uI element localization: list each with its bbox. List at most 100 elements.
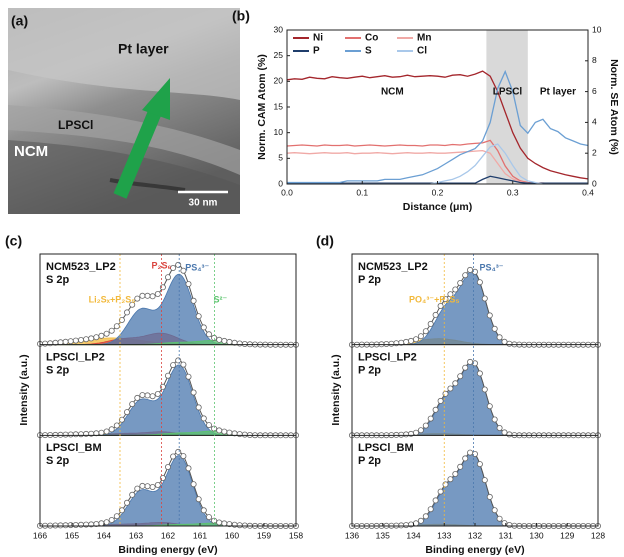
data-point (104, 429, 109, 434)
data-point (507, 522, 512, 527)
data-point (63, 523, 68, 528)
data-point (222, 429, 227, 434)
data-point (63, 339, 68, 344)
data-point (463, 273, 468, 278)
data-point (237, 341, 242, 346)
data-point (145, 293, 150, 298)
annotation: NCM (381, 87, 404, 98)
data-point (433, 498, 438, 503)
tem-image: (a) Pt layer LPSCl NCM 30 nm (8, 8, 240, 214)
data-point (423, 329, 428, 334)
data-point (109, 517, 114, 522)
series-line (287, 144, 588, 184)
data-point (114, 423, 119, 428)
data-point (181, 454, 186, 459)
data-point (155, 291, 160, 296)
data-point (443, 391, 448, 396)
fit-component (40, 274, 296, 345)
data-point (43, 341, 48, 346)
legend-label: S (365, 46, 372, 57)
x-axis-label: Distance (μm) (403, 201, 472, 213)
x-tick-label: 0.2 (432, 187, 444, 197)
x-tick-label: 165 (65, 530, 79, 540)
data-point (502, 521, 507, 526)
data-point (130, 492, 135, 497)
x-tick-label: 162 (161, 530, 175, 540)
data-point (497, 425, 502, 430)
data-point (413, 337, 418, 342)
data-point (399, 432, 404, 437)
data-point (487, 313, 492, 318)
x-tick-label: 134 (406, 530, 420, 540)
x-tick-label: 135 (376, 530, 390, 540)
data-point (114, 514, 119, 519)
plot-frame (287, 30, 588, 184)
spectrum-label: LPSCl_BM (358, 442, 414, 454)
data-point (145, 484, 150, 489)
data-point (463, 456, 468, 461)
data-point (453, 381, 458, 386)
data-point (150, 294, 155, 299)
data-point (206, 332, 211, 337)
data-point (165, 464, 170, 469)
y-axis-label: Intensity (a.u.) (330, 354, 342, 425)
data-point (99, 521, 104, 526)
data-point (196, 497, 201, 502)
x-tick-label: 161 (193, 530, 207, 540)
core-level-label: S 2p (46, 365, 70, 377)
fit-component (352, 271, 598, 345)
data-point (140, 393, 145, 398)
data-point (58, 523, 63, 528)
data-point (423, 423, 428, 428)
data-point (492, 508, 497, 513)
component-label: PO₄³⁻+P₂S₅ (409, 294, 459, 304)
legend-label: Co (365, 33, 378, 44)
x-tick-label: 0.1 (356, 187, 368, 197)
data-point (201, 508, 206, 513)
data-point (413, 430, 418, 435)
data-point (135, 296, 140, 301)
data-point (196, 405, 201, 410)
data-point (502, 430, 507, 435)
data-point (404, 339, 409, 344)
data-point (458, 280, 463, 285)
data-point (438, 489, 443, 494)
data-point (443, 482, 448, 487)
image-label: Pt layer (118, 41, 169, 57)
data-point (217, 520, 222, 525)
y-axis-label: Norm. CAM Atom (%) (256, 54, 268, 160)
data-point (404, 432, 409, 437)
data-point (114, 324, 119, 329)
data-point (428, 321, 433, 326)
fit-component (352, 453, 598, 527)
component-label: P₂S₆ (152, 260, 172, 270)
panel-label: (d) (316, 233, 334, 249)
y-tick-label: 20 (274, 76, 284, 86)
data-point (384, 341, 389, 346)
data-point (160, 475, 165, 480)
data-point (458, 374, 463, 379)
data-point (428, 507, 433, 512)
data-point (201, 416, 206, 421)
data-point (237, 432, 242, 437)
figure: (a) Pt layer LPSCl NCM 30 nm (b)NiCoMnPS… (0, 0, 624, 557)
data-point (468, 267, 473, 272)
data-point (468, 450, 473, 455)
data-point (222, 521, 227, 526)
data-point (433, 407, 438, 412)
y-tick-label: 30 (274, 24, 284, 34)
y-tick-label: 25 (274, 50, 284, 60)
core-level-label: P 2p (358, 455, 381, 467)
data-point (176, 358, 181, 363)
data-point (73, 432, 78, 437)
x-axis-label: Binding energy (eV) (118, 544, 217, 556)
data-point (206, 423, 211, 428)
y2-tick-label: 6 (592, 86, 597, 96)
data-point (150, 484, 155, 489)
data-point (160, 285, 165, 290)
data-point (176, 262, 181, 267)
core-level-label: S 2p (46, 274, 70, 286)
data-point (181, 362, 186, 367)
data-point (242, 341, 247, 346)
core-level-label: P 2p (358, 365, 381, 377)
